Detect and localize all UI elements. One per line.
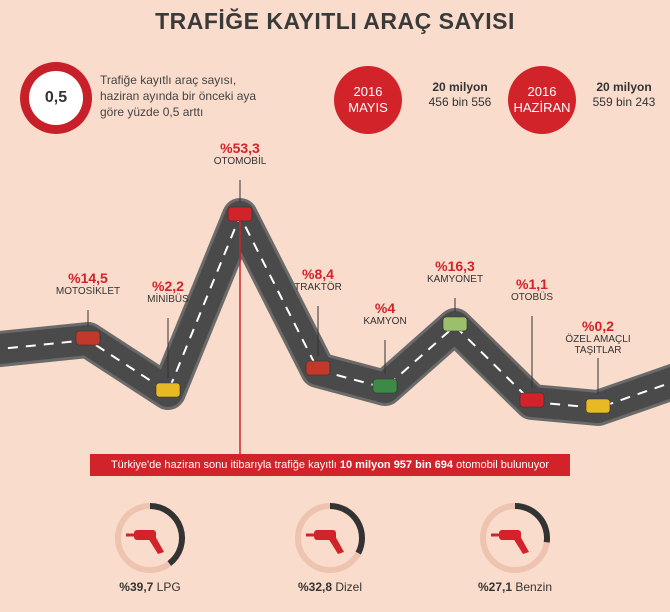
vehicle-percentage: %8,4 [302, 266, 334, 282]
vehicle-percentage: %0,2 [582, 318, 614, 334]
fuel-type: Dizel [332, 580, 363, 594]
vehicle-percentage: %4 [374, 300, 396, 316]
month-circle-june: 2016 HAZİRAN [508, 66, 576, 134]
fuel-share: %27,1 Benzin [460, 580, 570, 594]
month-value-sub: 456 bin 556 [428, 95, 492, 109]
vehicle-percentage: %53,3 [220, 140, 260, 156]
car-icon [227, 206, 253, 222]
fuel-nozzle-icon [491, 530, 529, 554]
vehicle-category: %4 KAMYON [340, 300, 430, 327]
vehicle-category: %53,3 OTOMOBİL [195, 140, 285, 167]
vehicle-category: %8,4 TRAKTÖR [273, 266, 363, 293]
fuel-gauge-arc [329, 503, 365, 555]
month-value-may: 20 milyon 456 bin 556 [410, 80, 510, 110]
fuel-nozzle-icon [306, 530, 344, 554]
vehicle-category: %14,5 MOTOSİKLET [43, 270, 133, 297]
mixer-truck-icon [585, 398, 611, 414]
vehicle-label: KAMYON [363, 316, 407, 327]
vehicle-percentage: %1,1 [516, 276, 548, 292]
month-year: 2016 [353, 84, 383, 99]
banner-highlight: 10 milyon 957 bin 694 [339, 459, 454, 471]
month-circle-may: 2016 MAYIS [334, 66, 402, 134]
banner-suffix: otomobil bulunuyor [456, 459, 550, 471]
road-lane-marking [0, 215, 670, 409]
month-value-main: 20 milyon [596, 80, 652, 94]
vehicle-percentage: %2,2 [152, 278, 184, 294]
month-value-main: 20 milyon [432, 80, 488, 94]
vehicle-label: KAMYONET [426, 274, 484, 285]
vehicle-category: %1,1 OTOBÜS [487, 276, 577, 303]
vehicle-percentage: %14,5 [68, 270, 108, 286]
month-value-june: 20 milyon 559 bin 243 [584, 80, 664, 110]
vehicle-category: %2,2 MİNİBÜS [123, 278, 213, 305]
motorcycle-icon [75, 330, 101, 346]
fuel-type: Benzin [512, 580, 553, 594]
fuel-percentage: %32,8 [297, 580, 332, 594]
vehicle-label: MOTOSİKLET [55, 286, 121, 297]
fuel-share: %39,7 LPG [95, 580, 205, 594]
vehicle-category: %16,3 KAMYONET [410, 258, 500, 285]
tractor-icon [305, 360, 331, 376]
page-title: TRAFİĞE KAYITLI ARAÇ SAYISI [155, 8, 515, 34]
fuel-share: %32,8 Dizel [275, 580, 385, 594]
bus-icon [519, 392, 545, 408]
fuel-gauge-arc [514, 503, 550, 543]
fuel-gauge-arc [149, 503, 185, 566]
month-year: 2016 [527, 84, 557, 99]
vehicle-label: TRAKTÖR [294, 282, 342, 293]
minibus-icon [155, 382, 181, 398]
van-icon [442, 316, 468, 332]
fuel-nozzle-icon [126, 530, 164, 554]
month-name: HAZİRAN [513, 100, 571, 115]
month-value-sub: 559 bin 243 [592, 95, 656, 109]
vehicle-label: MİNİBÜS [147, 294, 189, 305]
otomobil-banner: Türkiye'de haziran sonu itibarıyla trafi… [90, 454, 570, 476]
increase-badge-value: 0,5 [29, 71, 83, 125]
vehicle-label: OTOMOBİL [213, 156, 267, 167]
intro-text: Trafiğe kayıtlı araç sayısı, haziran ayı… [100, 73, 257, 119]
fuel-type: LPG [153, 580, 181, 594]
vehicle-category: %0,2 ÖZEL AMAÇLI TAŞITLAR [553, 318, 643, 356]
truck-icon [372, 378, 398, 394]
vehicle-label: ÖZEL AMAÇLI TAŞITLAR [565, 334, 631, 356]
vehicle-label: OTOBÜS [510, 292, 554, 303]
vehicle-percentage: %16,3 [435, 258, 475, 274]
road-surface [0, 201, 670, 423]
fuel-percentage: %27,1 [477, 580, 512, 594]
month-name: MAYIS [348, 100, 388, 115]
fuel-percentage: %39,7 [119, 580, 154, 594]
increase-badge: 0,5 [20, 62, 92, 134]
banner-prefix: Türkiye'de haziran sonu itibarıyla trafi… [110, 459, 337, 471]
